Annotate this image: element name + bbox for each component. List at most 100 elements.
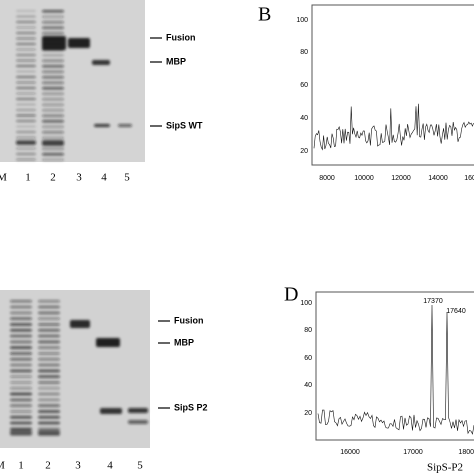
gel-band (38, 381, 60, 384)
gel-band (42, 81, 64, 84)
gel-band (38, 398, 60, 402)
gel-band (16, 76, 36, 78)
y-tick-label: 40 (300, 115, 308, 122)
lane-label: 2 (45, 460, 51, 472)
gel-band (16, 81, 36, 84)
band-label: Fusion (166, 32, 196, 42)
gel-band (10, 363, 32, 367)
gel-band (38, 404, 60, 407)
peak-label: 17640 (446, 308, 466, 315)
gel-band (10, 398, 32, 402)
gel-band (42, 158, 64, 161)
gel-band (16, 59, 36, 62)
gel-band (38, 375, 60, 378)
gel-band (38, 363, 60, 367)
gel-band (10, 381, 32, 384)
spectrum-trace (317, 304, 474, 435)
gel-band (38, 416, 60, 419)
x-tick-label: 8000 (319, 175, 335, 182)
band-label: MBP (174, 337, 194, 347)
gel-band (68, 38, 90, 48)
gel-band (10, 311, 32, 315)
x-tick-label: 12000 (391, 175, 411, 182)
gel-band (128, 420, 148, 424)
peak-label: 17370 (423, 298, 443, 305)
gel-band (16, 158, 36, 161)
gel-band (16, 21, 36, 23)
gel-band (10, 358, 32, 361)
gel-band (42, 98, 64, 101)
spectrum-trace (313, 103, 474, 151)
gel-band (38, 410, 60, 413)
spectrum-frame (315, 291, 474, 441)
gel-band (38, 300, 60, 303)
gel-band (96, 338, 120, 347)
gel-band (118, 124, 132, 127)
gel-band (10, 387, 32, 390)
gel-band (42, 36, 66, 50)
gel-band (38, 340, 60, 344)
gel-band (10, 392, 32, 396)
gel-band (42, 21, 64, 24)
band-label: SipS P2 (174, 402, 208, 412)
spectrum-frame (311, 4, 474, 166)
gel-band (10, 300, 32, 303)
lane-label: 3 (76, 172, 82, 184)
gel-band (16, 120, 36, 122)
gel-band (16, 103, 36, 106)
gel-band (16, 140, 36, 145)
band-label: MBP (166, 56, 186, 66)
gel-band (42, 109, 64, 112)
gel-band (38, 369, 60, 373)
gel-band (38, 311, 60, 315)
gel-band (16, 43, 36, 45)
gel-band (94, 124, 110, 127)
lane-label: 5 (137, 460, 143, 472)
gel-band (42, 65, 64, 68)
gel-band (10, 416, 32, 419)
lane-label: 3 (75, 460, 81, 472)
gel-band (42, 32, 64, 35)
gel-band (42, 114, 64, 117)
gel-band (16, 37, 36, 40)
y-tick-label: 60 (300, 82, 308, 89)
gel-band (42, 10, 64, 13)
gel-band (92, 60, 110, 65)
lane-label: 1 (25, 172, 31, 184)
lane-label: 1 (18, 460, 24, 472)
gel-band (16, 125, 36, 128)
band-label: Fusion (174, 315, 204, 325)
gel-band (42, 59, 64, 62)
gel-band (16, 92, 36, 95)
gel-band (10, 369, 32, 373)
lane-label: 4 (107, 460, 113, 472)
gel-band (16, 109, 36, 111)
gel-band (42, 136, 64, 139)
gel-band (10, 375, 32, 378)
caption: SipS-P2 (427, 462, 463, 474)
y-tick-label: 100 (300, 300, 312, 307)
gel-band (38, 430, 60, 435)
gel-band (42, 103, 64, 106)
gel-band (10, 329, 32, 332)
gel-band (10, 352, 32, 355)
gel-band (38, 305, 60, 309)
y-tick-label: 80 (304, 327, 312, 334)
lane-label: M (0, 460, 5, 472)
x-tick-label: 16000 (340, 449, 360, 456)
lane-label: 5 (124, 172, 130, 184)
gel-band (38, 323, 60, 326)
gel-band (16, 131, 36, 133)
panel-letter: B (258, 4, 271, 26)
gel-band (38, 329, 60, 332)
gel-band (10, 421, 32, 425)
gel-band (42, 153, 64, 156)
y-tick-label: 80 (300, 49, 308, 56)
gel-band (16, 87, 36, 89)
x-tick-label: 17000 (403, 449, 423, 456)
gel-band (42, 120, 64, 123)
gel-band (70, 320, 90, 328)
gel-band (10, 427, 32, 431)
gel-band (100, 408, 122, 414)
gel-band (38, 387, 60, 390)
